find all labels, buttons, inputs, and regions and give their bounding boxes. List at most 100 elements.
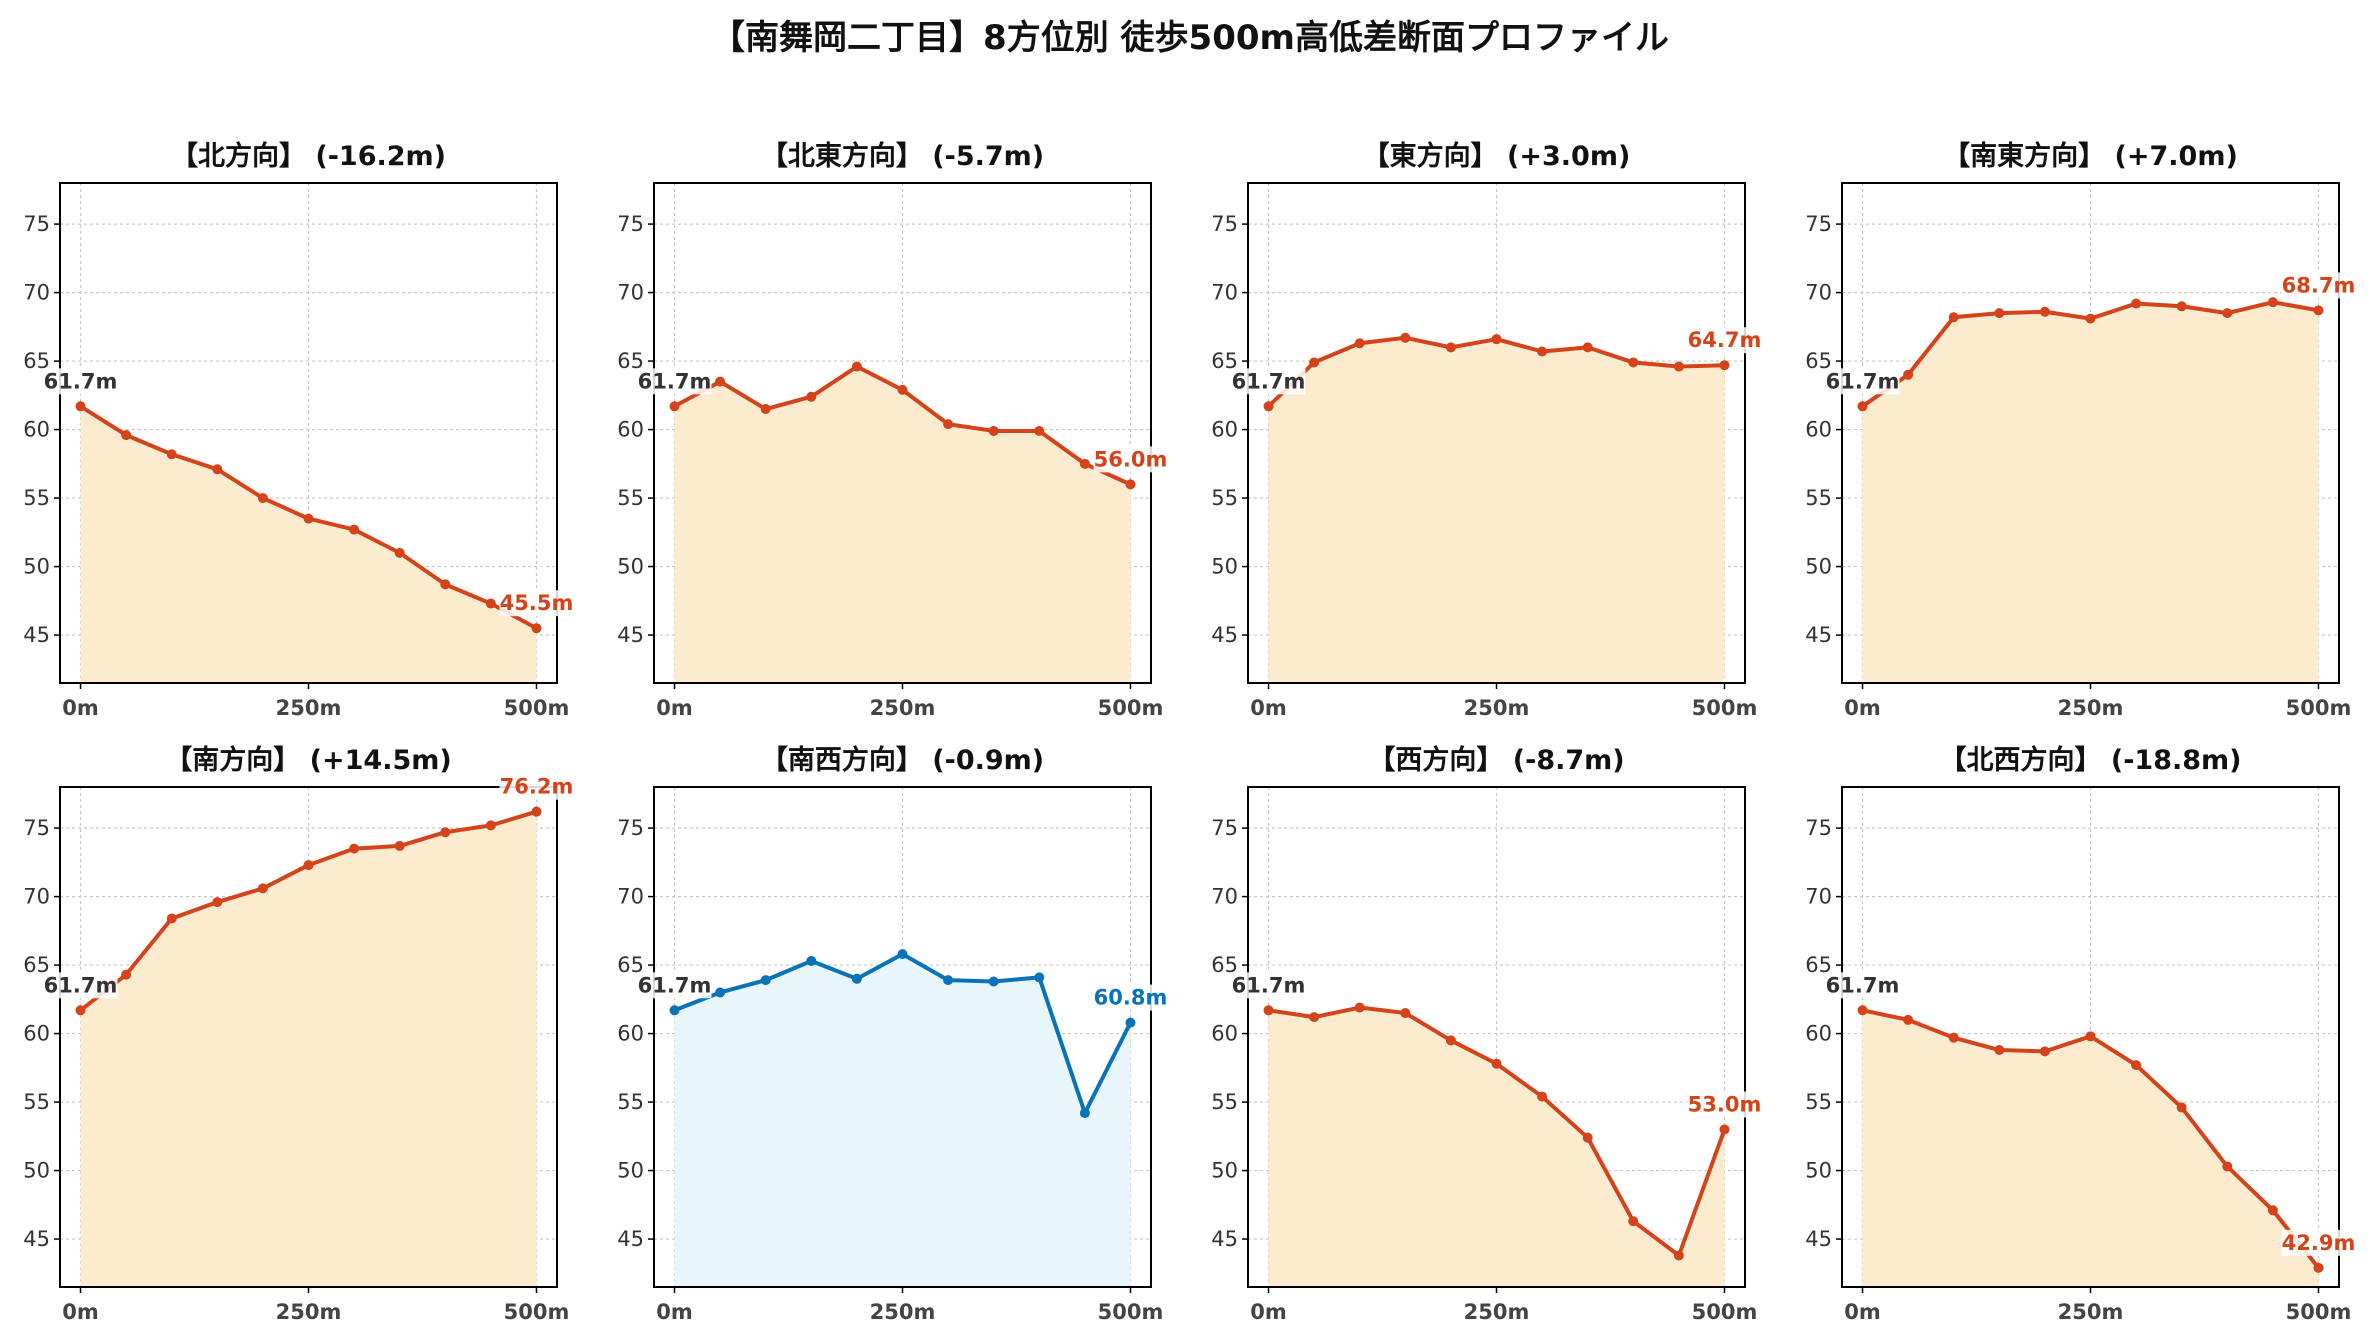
y-tick-label: 45 [617, 1227, 644, 1251]
y-tick-label: 50 [23, 555, 50, 579]
area-fill [1862, 1010, 2319, 1287]
end-elevation-label: 53.0m [1688, 1092, 1762, 1116]
y-tick-label: 70 [1211, 281, 1238, 305]
y-tick-label: 55 [617, 486, 644, 510]
end-label-bg [2281, 1229, 2356, 1256]
y-tick-label: 60 [1805, 418, 1832, 442]
y-tick-label: 60 [617, 418, 644, 442]
data-point [303, 513, 314, 524]
x-tick-label: 0m [62, 1300, 99, 1324]
x-tick-label: 0m [1844, 1300, 1881, 1324]
x-tick-label: 250m [276, 1300, 342, 1324]
y-tick-label: 55 [1805, 1090, 1832, 1114]
x-tick-label: 500m [504, 1300, 570, 1324]
x-tick-label: 0m [1250, 696, 1287, 720]
end-label-bg [499, 773, 574, 800]
data-point [1491, 1058, 1502, 1069]
start-elevation-label: 61.7m [1826, 973, 1900, 997]
y-tick-label: 70 [617, 885, 644, 909]
start-label-bg [637, 972, 712, 999]
end-elevation-label: 42.9m [2282, 1231, 2356, 1255]
data-point [1309, 1012, 1320, 1023]
y-tick-label: 45 [1211, 1227, 1238, 1251]
subplot-title: 【北西方向】 (-18.8m) [1939, 744, 2241, 776]
y-tick-label: 75 [23, 212, 50, 236]
data-point [1903, 369, 1914, 380]
data-point [2313, 305, 2324, 316]
data-point [1445, 1035, 1456, 1046]
end-label-bg [499, 590, 574, 617]
x-tick-label: 250m [276, 696, 342, 720]
y-tick-label: 75 [23, 816, 50, 840]
data-point [212, 897, 223, 908]
y-tick-label: 45 [1805, 623, 1832, 647]
data-point [166, 913, 177, 924]
y-tick-label: 70 [1805, 885, 1832, 909]
data-point [394, 547, 405, 558]
y-tick-label: 50 [1211, 555, 1238, 579]
x-tick-label: 500m [1098, 1300, 1164, 1324]
x-tick-label: 500m [1692, 1300, 1758, 1324]
data-point [1309, 357, 1320, 368]
y-tick-label: 75 [1211, 212, 1238, 236]
area-fill [80, 406, 537, 683]
data-point [75, 1005, 86, 1016]
data-point [2085, 313, 2096, 324]
data-point [1125, 479, 1136, 490]
data-point [897, 949, 908, 960]
data-point [2131, 1060, 2142, 1071]
data-point [1719, 1124, 1730, 1135]
subplot-title: 【北方向】 (-16.2m) [171, 140, 446, 172]
data-point [851, 361, 862, 372]
data-point [349, 843, 360, 854]
y-tick-label: 50 [617, 1159, 644, 1183]
y-tick-label: 55 [23, 1090, 50, 1114]
data-point [212, 464, 223, 475]
start-label-bg [43, 972, 118, 999]
start-label-bg [43, 368, 118, 395]
data-point [440, 827, 451, 838]
x-tick-label: 500m [2286, 1300, 2352, 1324]
subplot-title: 【南東方向】 (+7.0m) [1943, 140, 2238, 172]
area-fill [1268, 337, 1725, 683]
start-label-bg [1231, 368, 1306, 395]
y-tick-label: 60 [23, 1022, 50, 1046]
data-point [1994, 308, 2005, 319]
data-point [1491, 334, 1502, 345]
x-tick-label: 0m [656, 1300, 693, 1324]
y-tick-label: 50 [617, 555, 644, 579]
data-point [2222, 1161, 2233, 1172]
data-point [166, 449, 177, 460]
y-tick-label: 75 [1805, 816, 1832, 840]
start-elevation-label: 61.7m [1826, 369, 1900, 393]
data-point [1537, 1091, 1548, 1102]
x-tick-label: 250m [870, 696, 936, 720]
data-point [121, 430, 132, 441]
y-tick-label: 45 [23, 1227, 50, 1251]
data-point [531, 806, 542, 817]
y-tick-label: 55 [1211, 486, 1238, 510]
end-elevation-label: 76.2m [500, 775, 574, 799]
data-point [1125, 1017, 1136, 1028]
data-point [1354, 338, 1365, 349]
data-point [669, 1005, 680, 1016]
end-label-bg [2281, 272, 2356, 299]
data-point [2267, 297, 2278, 308]
data-point [2267, 1205, 2278, 1216]
y-tick-label: 45 [1805, 1227, 1832, 1251]
data-point [1400, 332, 1411, 343]
area-fill [674, 366, 1131, 683]
y-tick-label: 55 [617, 1090, 644, 1114]
y-tick-label: 55 [23, 486, 50, 510]
data-point [2176, 1102, 2187, 1113]
data-point [257, 493, 268, 504]
area-fill [1862, 302, 2319, 683]
data-point [1582, 342, 1593, 353]
y-tick-label: 45 [23, 623, 50, 647]
end-elevation-label: 64.7m [1688, 328, 1762, 352]
